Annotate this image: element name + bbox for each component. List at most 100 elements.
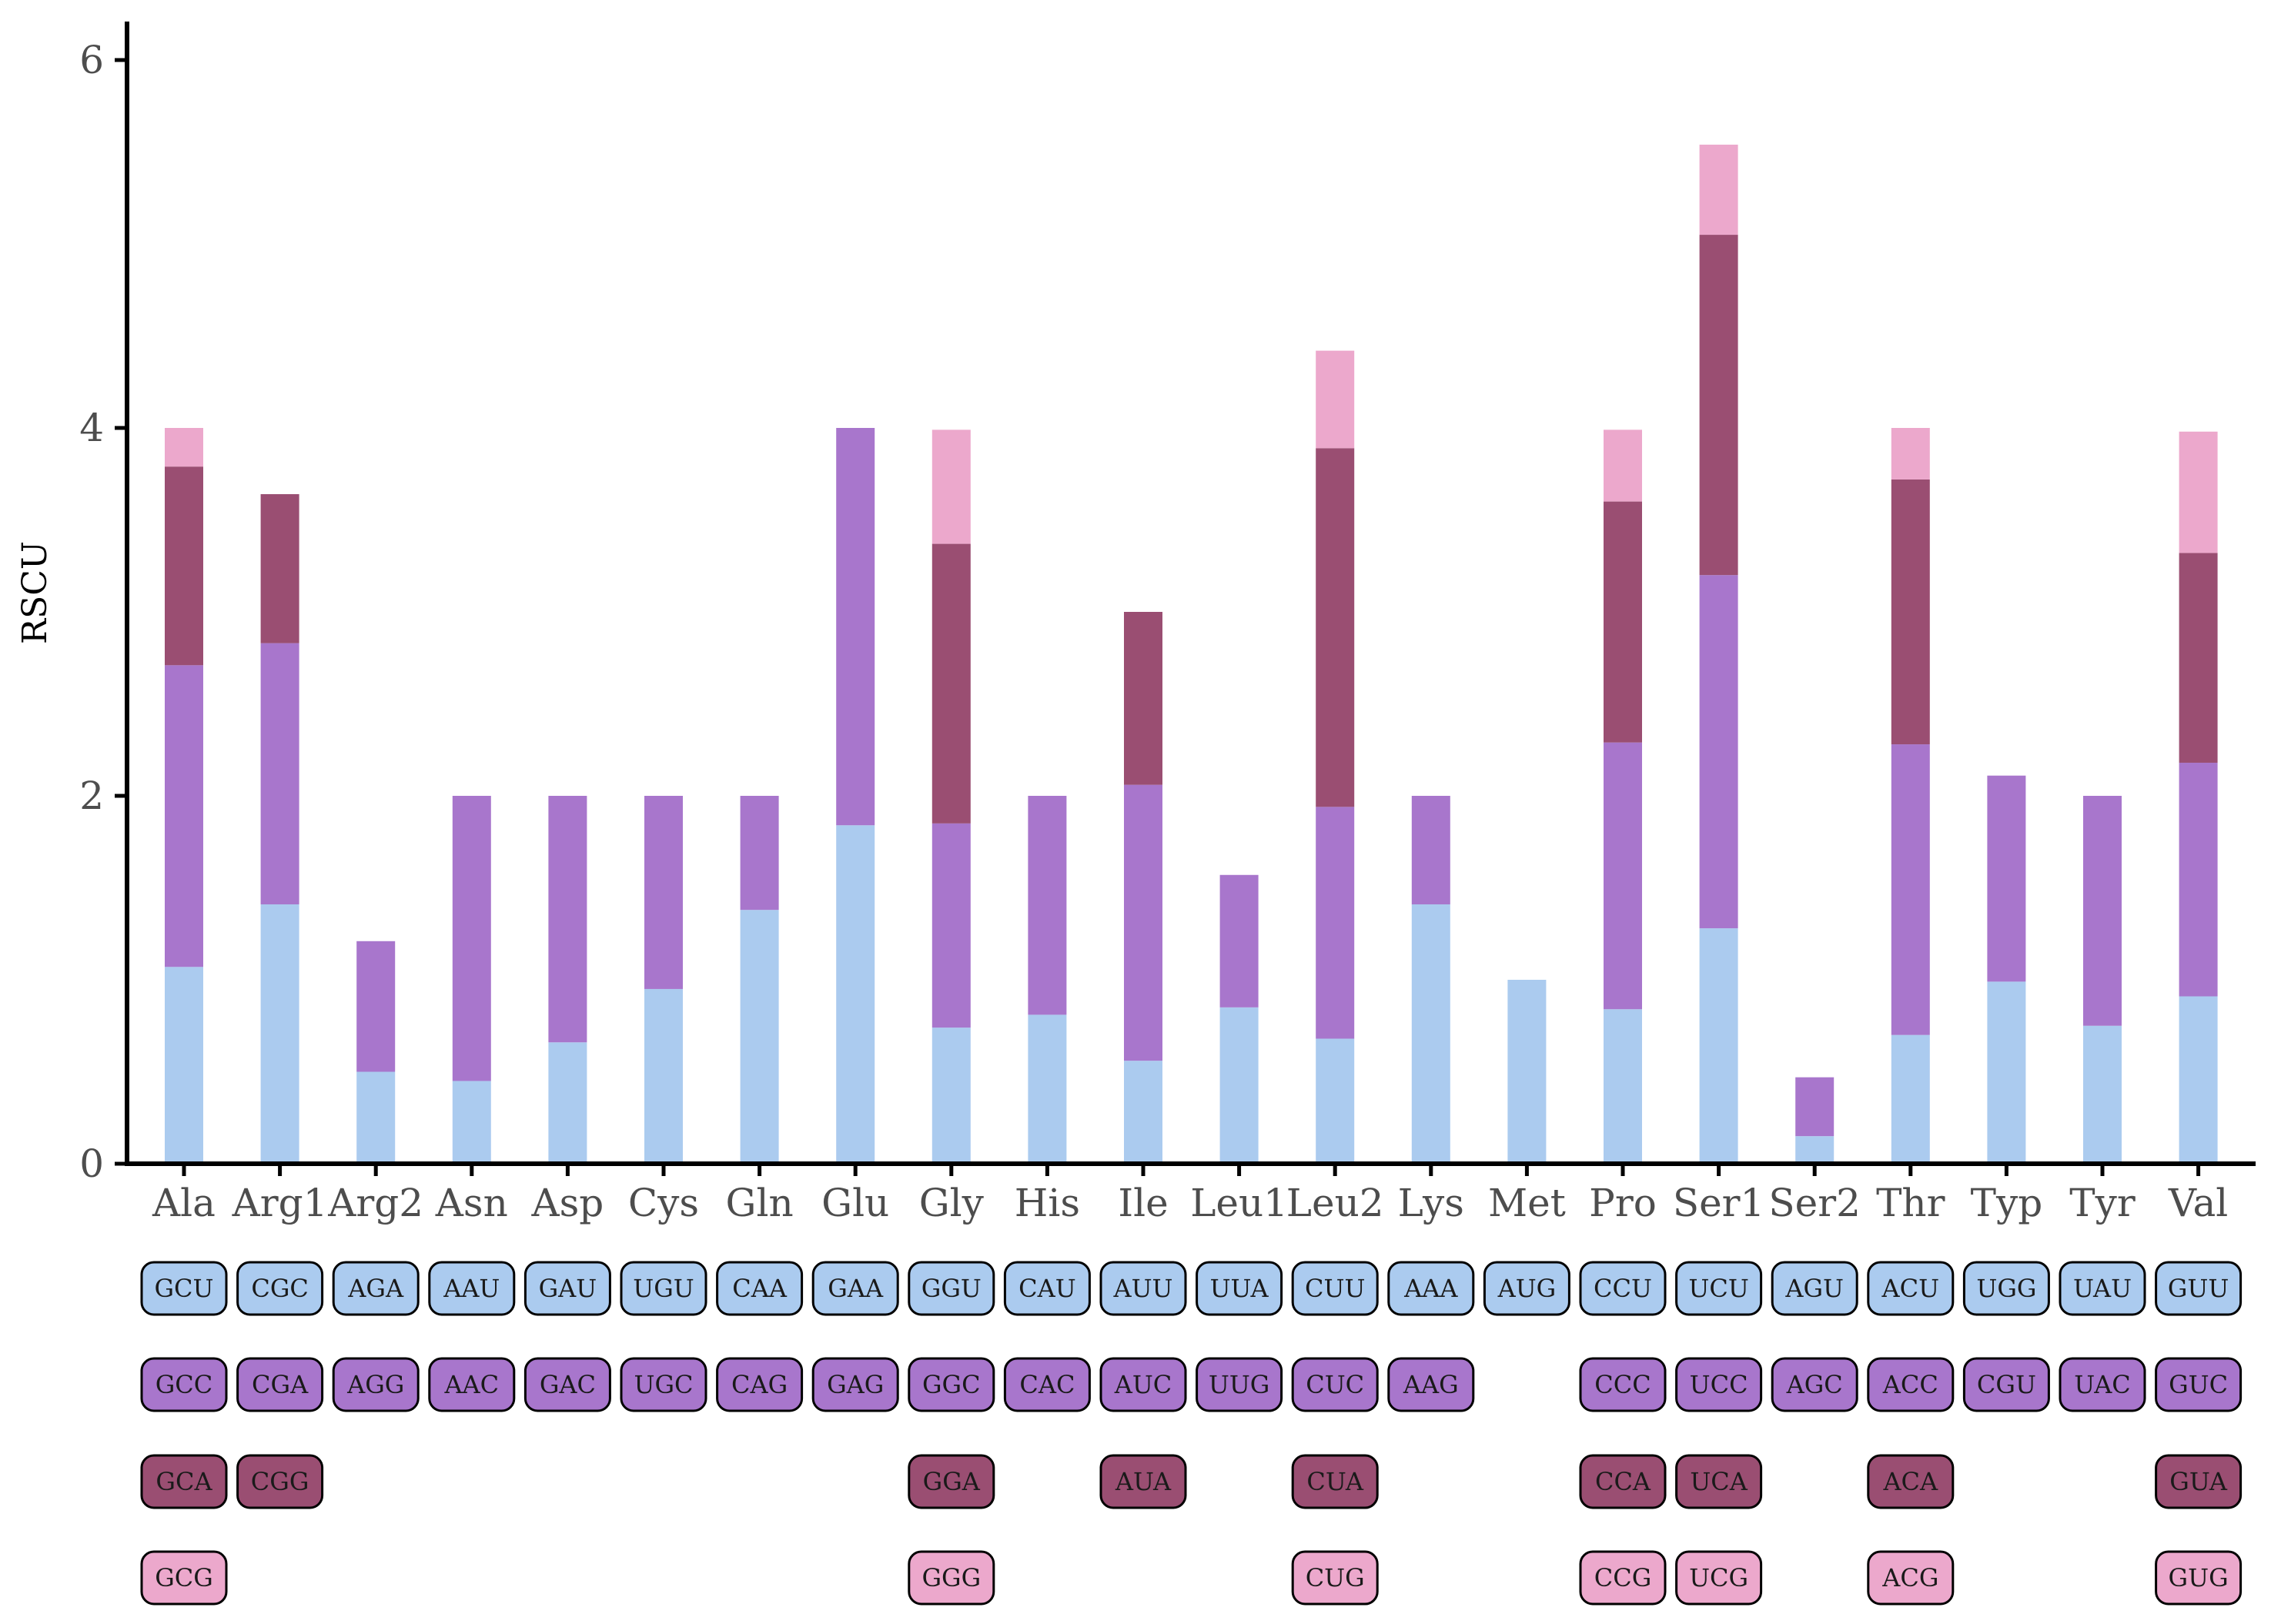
codon-box-bg [1291,1550,1379,1606]
bar-segment-typ-codon1 [1987,981,2026,1164]
bar-segment-asn-codon1 [452,1081,491,1164]
codon-box-bg [1483,1261,1570,1316]
codon-box-gag: GAG [811,1357,899,1412]
codon-box-bg [1579,1454,1667,1509]
codon-label: GAC [540,1370,596,1399]
codon-label: CUC [1306,1370,1364,1399]
codon-box-auu: AUU [1099,1261,1187,1316]
codon-box-cug: CUG [1291,1550,1379,1606]
codon-box-bg [523,1357,611,1412]
codon-label: GCU [154,1274,213,1303]
codon-box-bg [908,1357,995,1412]
bar-segment-arg2-codon2 [356,941,396,1072]
codon-box-bg [1675,1550,1763,1606]
codon-box-ccg: CCG [1579,1550,1667,1606]
codon-label: AUA [1115,1467,1172,1496]
codon-box-uua: UUA [1196,1261,1283,1316]
x-tick-label: Lys [1398,1181,1464,1225]
bar-segment-ile-codon3 [1124,612,1162,785]
x-tick-label: Leu1 [1190,1181,1288,1225]
codon-label: GUU [2168,1274,2229,1303]
codon-label: CCG [1594,1563,1652,1592]
x-tick-label: Ile [1118,1181,1168,1225]
codon-box-cga: CGA [236,1357,324,1412]
bar-segment-asp-codon2 [548,796,587,1043]
bar-segment-his-codon2 [1028,796,1067,1015]
codon-box-bg [523,1261,611,1316]
codon-label: CGA [252,1370,309,1399]
bar-segment-tyr-codon2 [2083,796,2122,1026]
y-axis: 0 2 4 6 [79,22,129,1186]
codon-box-aga: AGA [332,1261,420,1316]
bar-segment-arg1-codon3 [260,494,299,643]
codon-label: UAC [2074,1370,2131,1399]
codon-box-uac: UAC [2059,1357,2146,1412]
codon-label: GAU [539,1274,597,1303]
codon-box-gug: GUG [2155,1550,2243,1606]
codon-box-bg [1867,1550,1955,1606]
codon-label: AGG [346,1370,404,1399]
codon-label: GAG [827,1370,884,1399]
bar-segment-asp-codon1 [548,1042,587,1164]
codon-box-guu: GUU [2155,1261,2243,1316]
y-tick-label: 4 [79,406,104,450]
codon-box-bg [332,1261,420,1316]
codon-label: ACC [1882,1370,1938,1399]
codon-label: AUU [1112,1274,1172,1303]
codon-label: AAA [1403,1274,1458,1303]
codon-box-gcc: GCC [140,1357,228,1412]
codon-box-agc: AGC [1771,1357,1858,1412]
codon-label: CAG [731,1370,788,1399]
codon-box-gca: GCA [140,1454,228,1509]
codon-box-uca: UCA [1675,1454,1763,1509]
bar-segment-typ-codon2 [1987,775,2026,982]
x-tick-label: Asp [531,1181,604,1225]
codon-box-bg [1675,1454,1763,1509]
bar-segment-ala-codon3 [165,466,203,666]
codon-box-uau: UAU [2059,1261,2146,1316]
bar-segment-ser1-codon2 [1699,575,1738,929]
codon-box-bg [2155,1454,2243,1509]
bar-segment-cys-codon1 [644,988,683,1164]
codon-label: AGC [1786,1370,1843,1399]
codon-box-ggu: GGU [908,1261,995,1316]
codon-box-cag: CAG [716,1357,804,1412]
codon-label: AAG [1403,1370,1459,1399]
codon-box-bg [811,1357,899,1412]
codon-box-bg [236,1261,324,1316]
codon-label: UCU [1688,1274,1748,1303]
codon-label: CAA [732,1274,788,1303]
bar-segment-thr-codon1 [1891,1034,1930,1164]
codon-box-bg [1962,1261,2050,1316]
codon-box-bg [236,1357,324,1412]
bar-segment-his-codon1 [1028,1014,1067,1164]
codon-label: CCU [1594,1274,1652,1303]
bar-segment-leu2-codon3 [1316,448,1355,807]
bar-segment-pro-codon3 [1604,501,1642,743]
x-tick-label: Arg1 [232,1181,328,1225]
x-tick-label: Pro [1589,1181,1657,1225]
codon-label: GAA [828,1274,884,1303]
codon-box-bg [428,1357,516,1412]
codon-box-bg [2155,1261,2243,1316]
codon-label: ACA [1882,1467,1938,1496]
codon-box-bg [1579,1261,1667,1316]
codon-label: UCG [1689,1563,1748,1592]
codon-box-cuu: CUU [1291,1261,1379,1316]
x-tick-label: Gly [919,1181,985,1225]
codon-box-ugc: UGC [620,1357,707,1412]
codon-box-bg [1675,1261,1763,1316]
codon-label: CGG [251,1467,309,1496]
codon-label: UGG [1976,1274,2036,1303]
codon-label: CUG [1306,1563,1365,1592]
codon-label: AUG [1497,1274,1557,1303]
y-tick-label: 2 [79,774,104,818]
codon-box-bg [1867,1357,1955,1412]
codon-box-bg [140,1261,228,1316]
codon-box-bg [908,1261,995,1316]
codon-label: GCG [155,1563,213,1592]
bar-segment-glu-codon1 [836,825,875,1164]
bar-segment-arg2-codon1 [356,1071,396,1164]
codon-box-bg [2059,1357,2146,1412]
codon-label: GGC [922,1370,981,1399]
